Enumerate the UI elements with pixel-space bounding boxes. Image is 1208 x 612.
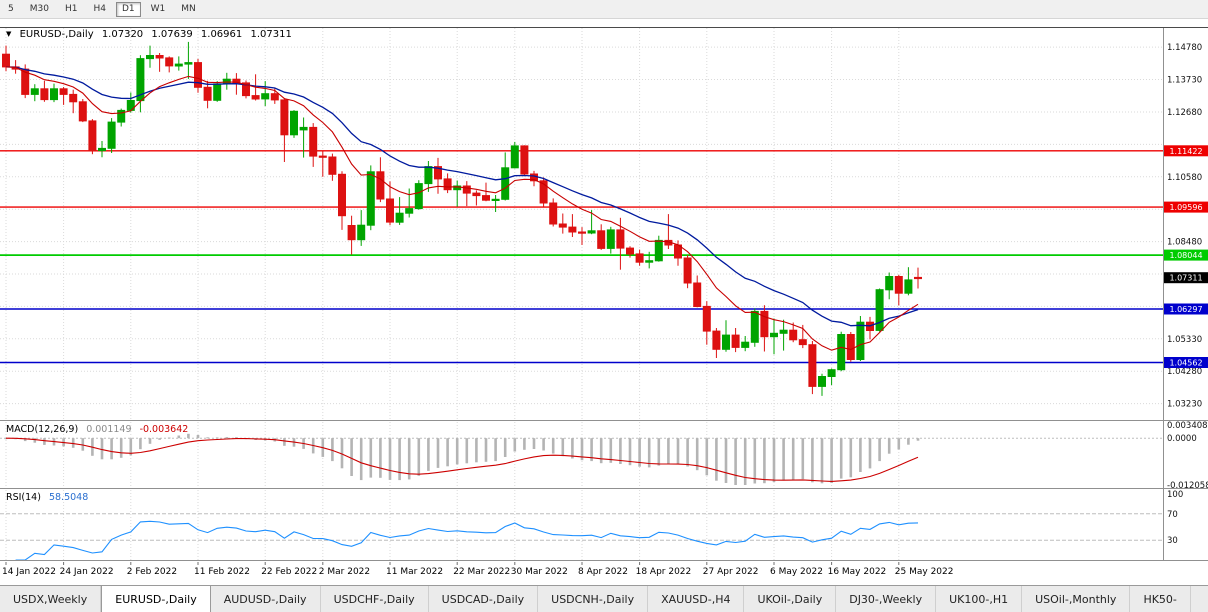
tab-usdchf-daily[interactable]: USDCHF-,Daily [321,586,429,612]
tab-uk100-h1[interactable]: UK100-,H1 [936,586,1023,612]
svg-text:22 Feb 2022: 22 Feb 2022 [261,567,317,577]
grid-layer [0,28,1163,560]
svg-text:2 Mar 2022: 2 Mar 2022 [319,567,370,577]
ohlc-close: 1.07311 [250,29,292,40]
svg-text:1.12680: 1.12680 [1167,108,1202,118]
pane-borders-layer [0,27,1208,562]
chart-symbol-legend: ▼ EURUSD-,Daily 1.07320 1.07639 1.06961 … [6,29,297,40]
svg-text:70: 70 [1167,510,1178,520]
tab-xauusd-h4[interactable]: XAUUSD-,H4 [648,586,745,612]
tab-hk50[interactable]: HK50- [1130,586,1191,612]
svg-text:24 Jan 2022: 24 Jan 2022 [60,567,114,577]
svg-text:6 May 2022: 6 May 2022 [770,567,823,577]
svg-text:1.04562: 1.04562 [1169,359,1202,368]
rsi-indicator-legend: RSI(14) 58.5048 [6,492,93,503]
svg-text:1.09596: 1.09596 [1169,203,1202,212]
svg-text:1.06297: 1.06297 [1169,305,1202,314]
tab-audusd-daily[interactable]: AUDUSD-,Daily [211,586,321,612]
symbol-dropdown-icon[interactable]: ▼ [6,30,12,38]
svg-text:22 Mar 2022: 22 Mar 2022 [453,567,510,577]
svg-text:100: 100 [1167,490,1183,500]
svg-text:1.03230: 1.03230 [1167,400,1202,410]
svg-text:30 Mar 2022: 30 Mar 2022 [511,567,568,577]
timeframe-h4-button[interactable]: H4 [93,3,106,14]
symbol-tab-bar: USDX,Weekly EURUSD-,Daily AUDUSD-,Daily … [0,585,1208,612]
ohlc-high: 1.07639 [151,29,193,40]
svg-text:11 Feb 2022: 11 Feb 2022 [194,567,250,577]
svg-text:1.14780: 1.14780 [1167,43,1202,53]
tab-usdx-weekly[interactable]: USDX,Weekly [0,586,102,612]
date-axis-layer: 14 Jan 2022 24 Jan 2022 2 Feb 2022 11 Feb 2… [2,562,953,577]
price-axis-layer: 1.14780 1.13730 1.12680 1.10580 1.08480 1.053… [1167,43,1208,546]
svg-text:16 May 2022: 16 May 2022 [828,567,887,577]
moving-averages-layer [5,66,919,351]
svg-text:1.11422: 1.11422 [1169,147,1202,156]
timeframe-mn-button[interactable]: MN [181,3,196,14]
svg-text:30: 30 [1167,536,1178,546]
ohlc-low: 1.06961 [200,29,243,40]
timeframe-h1-button[interactable]: H1 [64,3,78,14]
chart-canvas[interactable]: 1.14780 1.13730 1.12680 1.10580 1.08480 1.053… [0,18,1208,586]
svg-text:8 Apr 2022: 8 Apr 2022 [578,567,628,577]
tab-dj30-weekly[interactable]: DJ30-,Weekly [836,586,937,612]
macd-indicator-legend: MACD(12,26,9) 0.001149 -0.003642 [6,424,193,435]
macd-label: MACD(12,26,9) [6,424,79,435]
price-badges-layer: 1.11422 1.09596 1.08044 1.06297 1.04562 1.073… [1164,145,1208,368]
svg-text:0.0000: 0.0000 [1167,434,1197,444]
tab-ukoil-daily[interactable]: UKOil-,Daily [744,586,837,612]
symbol-title: EURUSD-,Daily [19,29,94,40]
svg-text:11 Mar 2022: 11 Mar 2022 [386,567,443,577]
svg-text:1.07311: 1.07311 [1169,274,1202,283]
svg-text:0.003408: 0.003408 [1167,421,1208,431]
svg-text:1.08480: 1.08480 [1167,238,1202,248]
ohlc-open: 1.07320 [101,29,144,40]
horizontal-lines-layer [0,150,1163,364]
svg-text:-0.012058: -0.012058 [1167,481,1208,491]
rsi-pane-layer [0,513,1163,561]
tab-usdcad-daily[interactable]: USDCAD-,Daily [429,586,539,612]
rsi-value: 58.5048 [48,492,89,503]
svg-text:2 Feb 2022: 2 Feb 2022 [127,567,177,577]
svg-text:1.13730: 1.13730 [1167,76,1202,86]
timeframe-toolbar: 5 M30 H1 H4 D1 W1 MN [0,0,1208,19]
tab-usoil-monthly[interactable]: USOil-,Monthly [1022,586,1131,612]
timeframe-d1-button[interactable]: D1 [115,1,141,17]
timeframe-m5-button[interactable]: 5 [8,3,14,14]
svg-text:1.04280: 1.04280 [1167,367,1202,377]
tab-usdcnh-daily[interactable]: USDCNH-,Daily [538,586,649,612]
svg-text:14 Jan 2022: 14 Jan 2022 [2,567,56,577]
macd-main-value: 0.001149 [86,424,132,435]
candles-layer [2,41,922,396]
svg-text:25 May 2022: 25 May 2022 [895,567,954,577]
rsi-label: RSI(14) [6,492,41,503]
svg-text:1.08044: 1.08044 [1169,251,1202,260]
svg-text:27 Apr 2022: 27 Apr 2022 [703,567,759,577]
svg-text:1.10580: 1.10580 [1167,173,1202,183]
svg-text:18 Apr 2022: 18 Apr 2022 [636,567,692,577]
macd-signal-value: -0.003642 [139,424,189,435]
svg-text:1.05330: 1.05330 [1167,335,1202,345]
timeframe-m30-button[interactable]: M30 [29,3,49,14]
macd-pane-layer [0,433,1163,485]
tab-eurusd-daily[interactable]: EURUSD-,Daily [101,586,211,612]
timeframe-w1-button[interactable]: W1 [150,3,166,14]
